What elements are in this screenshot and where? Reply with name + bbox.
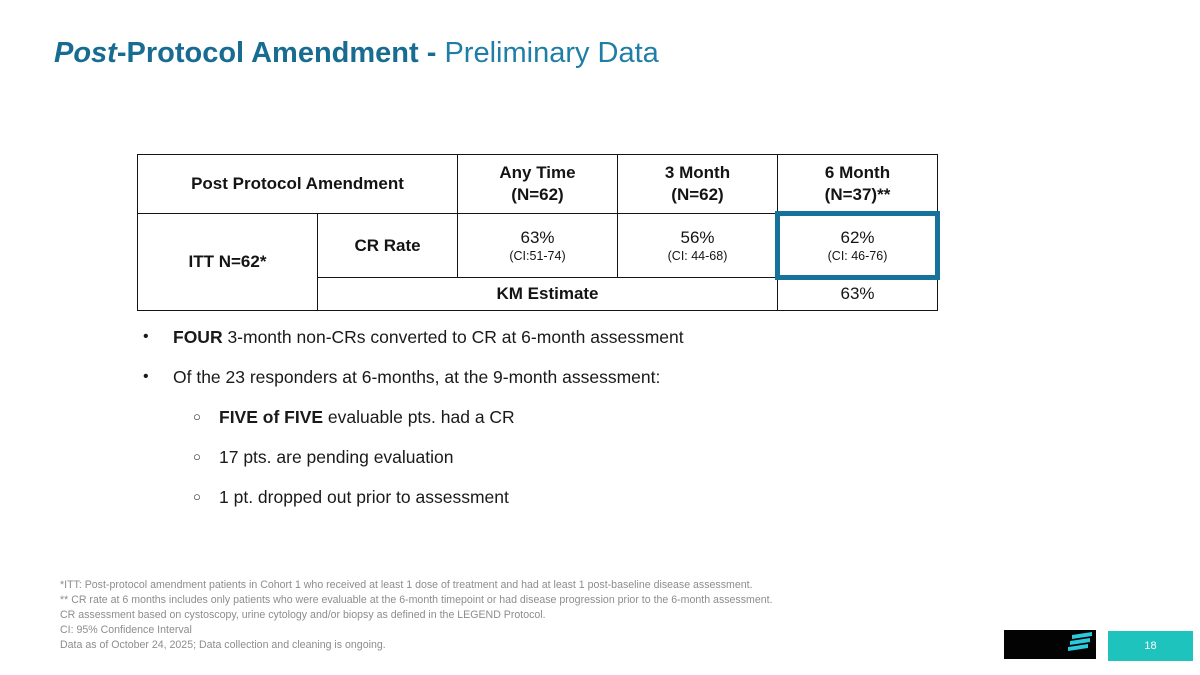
cr-rate-3-month-cell: 56% (CI: 44-68): [617, 213, 778, 278]
footnote-itt: *ITT: Post-protocol amendment patients i…: [60, 579, 753, 591]
page-number-badge: 18: [1108, 631, 1193, 661]
cr-rate-label: CR Rate: [317, 213, 458, 278]
footnote-ci: CI: 95% Confidence Interval: [60, 624, 192, 636]
bullet-text: 17 pts. are pending evaluation: [219, 447, 454, 467]
cr-rate-any-time-cell: 63% (CI:51-74): [457, 213, 618, 278]
km-estimate-row: KM Estimate 63%: [138, 277, 938, 311]
cr-rate-6-month-pct: 62%: [840, 228, 875, 247]
col-header-3-month-line1: 3 Month: [664, 163, 731, 182]
bullet-four-converted: • FOUR 3-month non-CRs converted to CR a…: [143, 325, 883, 349]
col-header-any-time-line2: (N=62): [511, 185, 564, 204]
table-corner-header: Post Protocol Amendment: [137, 154, 458, 214]
bullet-text: 1 pt. dropped out prior to assessment: [219, 487, 509, 507]
col-header-6-month: 6 Month (N=37)**: [777, 154, 938, 214]
km-estimate-label: KM Estimate: [317, 277, 778, 311]
col-header-3-month: 3 Month (N=62): [617, 154, 778, 214]
cr-rate-6-month-cell-highlighted: 62% (CI: 46-76): [775, 211, 940, 280]
itt-group-label: ITT N=62*: [137, 213, 318, 311]
sub-bullet-dropped-out: ○ 1 pt. dropped out prior to assessment: [143, 485, 883, 509]
page-number: 18: [1144, 640, 1157, 652]
cr-rate-any-time-ci: (CI:51-74): [509, 249, 566, 263]
bullet-list: • FOUR 3-month non-CRs converted to CR a…: [143, 325, 883, 525]
bullet-circle-icon: ○: [193, 449, 201, 464]
footnote-cr-rate: ** CR rate at 6 months includes only pat…: [60, 594, 773, 606]
title-segment-post: Post: [54, 37, 117, 69]
title-segment-bold: -Protocol Amendment -: [116, 37, 445, 69]
bullet-text: FOUR 3-month non-CRs converted to CR at …: [173, 325, 684, 349]
cr-rate-any-time-pct: 63%: [520, 228, 555, 247]
col-header-6-month-line1: 6 Month: [824, 163, 891, 182]
bullet-text: Of the 23 responders at 6-months, at the…: [173, 367, 661, 387]
bullet-rest-segment: evaluable pts. had a CR: [323, 407, 515, 427]
sub-bullet-five-of-five: ○ FIVE of FIVE evaluable pts. had a CR: [143, 405, 883, 429]
page-title: Post-Protocol Amendment - Preliminary Da…: [54, 36, 659, 70]
bullet-rest-segment: 3-month non-CRs converted to CR at 6-mon…: [222, 327, 684, 347]
cr-rate-3-month-pct: 56%: [680, 228, 715, 247]
bullet-bold-segment: FOUR: [173, 327, 223, 347]
col-header-3-month-line2: (N=62): [671, 185, 724, 204]
bullet-responders: • Of the 23 responders at 6-months, at t…: [143, 365, 883, 389]
bullet-text: FIVE of FIVE evaluable pts. had a CR: [219, 405, 515, 429]
company-logo-icon: [1004, 630, 1096, 659]
col-header-any-time-line1: Any Time: [499, 163, 576, 182]
bullet-circle-icon: ○: [193, 489, 201, 504]
footnotes: *ITT: Post-protocol amendment patients i…: [60, 578, 920, 653]
cr-rate-3-month-ci: (CI: 44-68): [667, 249, 728, 263]
col-header-any-time: Any Time (N=62): [457, 154, 618, 214]
results-table: Post Protocol Amendment Any Time (N=62) …: [137, 154, 940, 311]
bullet-bold-segment: FIVE of FIVE: [219, 407, 324, 427]
col-header-6-month-line2: (N=37)**: [824, 185, 891, 204]
km-estimate-value: 63%: [777, 277, 938, 311]
table-header-row: Post Protocol Amendment Any Time (N=62) …: [137, 154, 938, 214]
company-logo: [1004, 630, 1096, 659]
bullet-dot-icon: •: [143, 328, 149, 345]
bullet-dot-icon: •: [143, 368, 149, 385]
cr-rate-row: ITT N=62* CR Rate 63% (CI:51-74) 56% (CI…: [137, 211, 940, 311]
bullet-circle-icon: ○: [193, 409, 201, 424]
cr-rate-6-month-ci: (CI: 46-76): [827, 249, 888, 263]
title-segment-regular: Preliminary Data: [444, 37, 659, 69]
footnote-cr-assessment: CR assessment based on cystoscopy, urine…: [60, 609, 546, 621]
sub-bullet-pending: ○ 17 pts. are pending evaluation: [143, 445, 883, 469]
footnote-data-date: Data as of October 24, 2025; Data collec…: [60, 639, 386, 651]
